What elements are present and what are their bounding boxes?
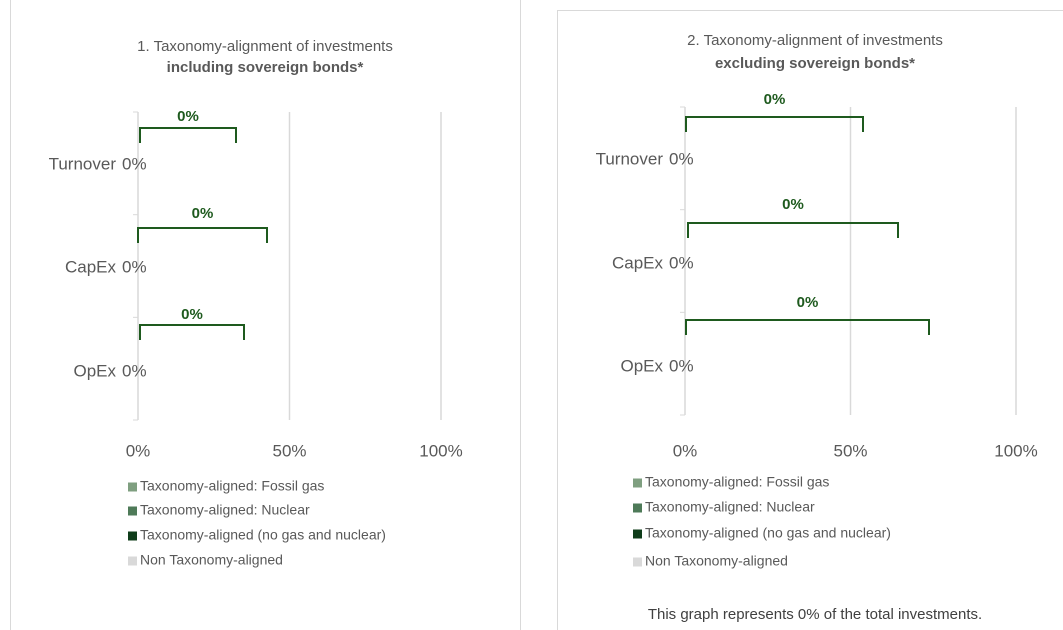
y-tick-label: Turnover (596, 149, 664, 168)
x-tick-label: 50% (833, 441, 867, 460)
legend-swatch (128, 556, 137, 566)
bracket (139, 127, 237, 143)
data-label: 0% (122, 257, 147, 276)
legend-swatch (633, 503, 642, 513)
data-label: 0% (669, 253, 694, 272)
legend-swatch (633, 557, 642, 567)
legend-swatch (128, 531, 137, 541)
legend-label: Non Taxonomy-aligned (645, 553, 788, 569)
legend-swatch (128, 506, 137, 516)
legend-label: Taxonomy-aligned (no gas and nuclear) (645, 525, 891, 541)
annotation: 0% (782, 196, 804, 213)
x-tick-label: 100% (994, 441, 1037, 460)
x-tick-label: 0% (126, 441, 151, 460)
chart-subtitle: excluding sovereign bonds* (715, 55, 915, 72)
legend-label: Taxonomy-aligned: Nuclear (645, 499, 815, 515)
legend-label: Taxonomy-aligned: Fossil gas (645, 474, 829, 490)
note: This graph represents 0% of the total in… (648, 606, 982, 623)
y-tick-label: OpEx (620, 356, 663, 375)
x-tick-label: 100% (419, 441, 462, 460)
x-tick-label: 0% (673, 441, 698, 460)
y-tick-label: CapEx (612, 253, 664, 272)
bracket (139, 324, 245, 340)
chart-title: 1. Taxonomy-alignment of investments (137, 38, 393, 55)
legend-label: Taxonomy-aligned (no gas and nuclear) (140, 527, 386, 543)
y-tick-label: OpEx (73, 361, 116, 380)
y-tick-label: CapEx (65, 257, 117, 276)
annotation: 0% (764, 91, 786, 108)
x-tick-label: 50% (272, 441, 306, 460)
bracket (685, 319, 930, 335)
annotation: 0% (177, 108, 199, 125)
chart-title: 2. Taxonomy-alignment of investments (687, 32, 943, 49)
annotation: 0% (181, 306, 203, 323)
bracket (137, 227, 268, 243)
legend-swatch (633, 478, 642, 488)
bracket (687, 222, 899, 238)
legend-swatch (633, 529, 642, 539)
legend-label: Taxonomy-aligned: Fossil gas (140, 478, 324, 494)
bracket (685, 116, 864, 132)
annotation: 0% (192, 205, 214, 222)
legend-label: Taxonomy-aligned: Nuclear (140, 502, 310, 518)
legend-label: Non Taxonomy-aligned (140, 552, 283, 568)
y-tick-label: Turnover (49, 154, 117, 173)
chart-subtitle: including sovereign bonds* (167, 59, 364, 76)
annotation: 0% (797, 294, 819, 311)
data-label: 0% (669, 149, 694, 168)
data-label: 0% (122, 154, 147, 173)
legend-swatch (128, 482, 137, 492)
data-label: 0% (669, 356, 694, 375)
data-label: 0% (122, 361, 147, 380)
